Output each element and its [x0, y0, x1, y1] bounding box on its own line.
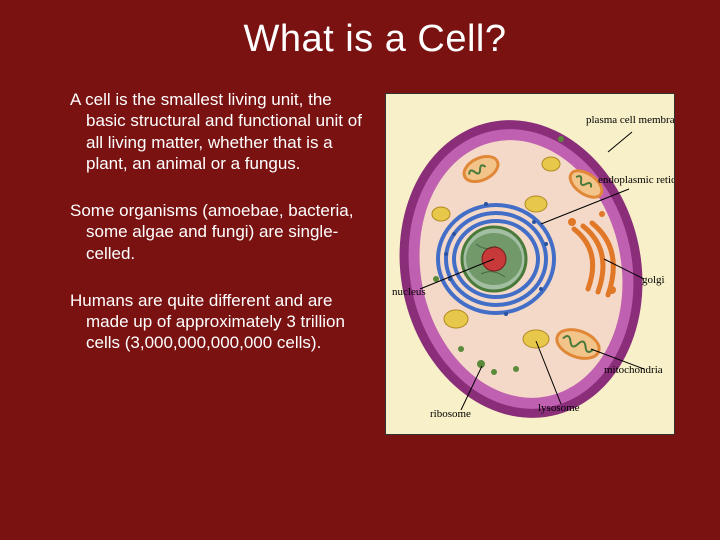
label-golgi: golgi	[642, 274, 665, 286]
figure-column: plasma cell membrane endoplasmic reticul…	[380, 89, 680, 435]
label-ribosome: ribosome	[430, 408, 471, 420]
cell-svg	[386, 94, 674, 434]
label-er: endoplasmic reticulum	[598, 174, 670, 187]
slide: What is a Cell? A cell is the smallest l…	[0, 0, 720, 540]
cell-diagram: plasma cell membrane endoplasmic reticul…	[385, 93, 675, 435]
label-lysosome: lysosome	[538, 402, 580, 414]
label-er-text: endoplasmic reticulum	[598, 175, 670, 187]
paragraph-2: Some organisms (amoebae, bacteria, some …	[70, 200, 370, 264]
paragraph-3: Humans are quite different and are made …	[70, 290, 370, 354]
text-column: A cell is the smallest living unit, the …	[70, 89, 370, 435]
slide-title: What is a Cell?	[70, 18, 680, 61]
label-plasma-membrane-text: plasma cell membrane	[586, 115, 656, 127]
content-row: A cell is the smallest living unit, the …	[70, 89, 680, 435]
label-plasma-membrane: plasma cell membrane	[586, 114, 656, 127]
label-nucleus: nucleus	[392, 286, 426, 298]
label-mitochondria: mitochondria	[604, 364, 663, 376]
paragraph-1: A cell is the smallest living unit, the …	[70, 89, 370, 174]
